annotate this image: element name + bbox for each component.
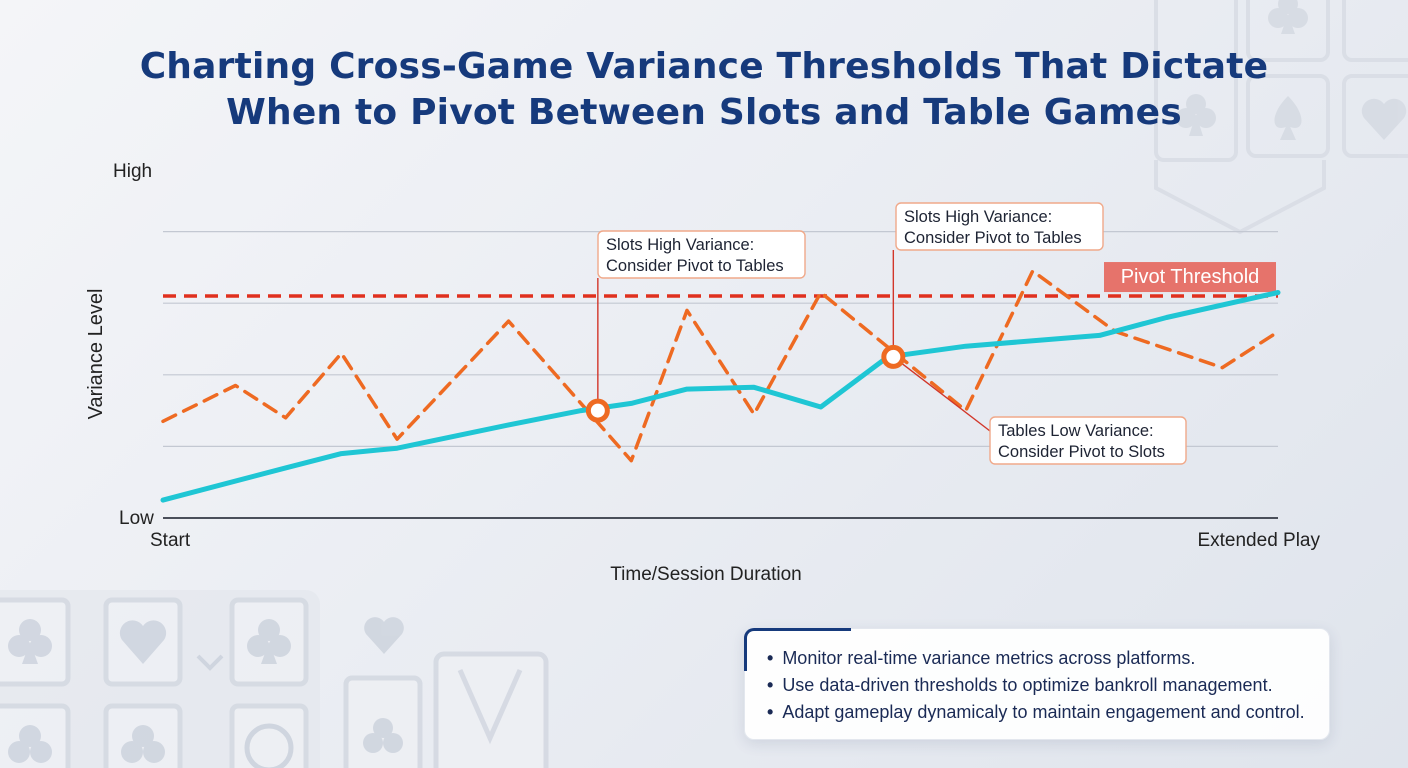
club-icon — [1268, 0, 1308, 34]
callout-text: Slots High Variance: — [904, 208, 1052, 226]
circle-icon — [244, 723, 294, 768]
spade-icon — [1274, 96, 1302, 140]
y-tick-label-high: High — [113, 161, 152, 182]
pivot-threshold-label-bg — [1104, 262, 1276, 293]
callout-box — [895, 202, 1104, 251]
card-decoration-top-right — [1154, 0, 1408, 235]
heart-icon — [119, 620, 167, 664]
callout-text: Consider Pivot to Slots — [998, 443, 1165, 461]
callout-text: Slots High Variance: — [606, 236, 754, 254]
marker-layer — [585, 344, 906, 423]
heart-icon — [1361, 98, 1407, 140]
takeaways-panel: Monitor real-time variance metrics acros… — [744, 628, 1330, 740]
takeaway-item: Monitor real-time variance metrics acros… — [767, 645, 1305, 672]
page-title: Charting Cross-Game Variance Thresholds … — [0, 44, 1408, 136]
callout-box — [597, 230, 806, 279]
callout-text: Tables Low Variance: — [998, 422, 1154, 440]
callout-text: Consider Pivot to Tables — [606, 257, 784, 275]
callout-leader-line — [892, 356, 991, 432]
title-line-2: When to Pivot Between Slots and Table Ga… — [226, 92, 1182, 133]
y-tick-label-low: Low — [119, 508, 154, 529]
heart-icon — [364, 617, 404, 654]
y-axis-label: Variance Level — [85, 289, 107, 420]
pivot-point-marker — [585, 398, 610, 423]
takeaway-item: Adapt gameplay dynamicaly to maintain en… — [767, 699, 1304, 726]
title-line-1: Charting Cross-Game Variance Thresholds … — [139, 46, 1269, 87]
callout-box — [989, 416, 1187, 465]
x-tick-label-end: Extended Play — [1197, 530, 1320, 551]
panel-accent — [744, 628, 851, 671]
series-layer — [160, 269, 1281, 503]
pivot-point-marker — [881, 344, 906, 369]
club-icon — [1176, 94, 1216, 136]
card-decoration-bottom-left — [0, 590, 549, 768]
takeaways-list: Monitor real-time variance metrics acros… — [767, 645, 1305, 726]
club-icon — [247, 619, 291, 664]
takeaway-item: Use data-driven thresholds to optimize b… — [767, 672, 1305, 699]
solid-series-line — [160, 290, 1281, 503]
club-icon — [121, 725, 165, 763]
chevron-icon — [196, 654, 224, 671]
club-icon — [8, 619, 52, 664]
pivot-threshold-label: Pivot Threshold — [1121, 266, 1260, 288]
x-axis-label: Time/Session Duration — [610, 564, 801, 585]
club-icon — [363, 718, 403, 753]
callout-layer: Slots High Variance: Consider Pivot to Ta… — [597, 202, 1187, 465]
threshold-layer: Pivot Threshold — [163, 262, 1278, 298]
x-tick-label-start: Start — [150, 530, 191, 551]
callout-text: Consider Pivot to Tables — [904, 229, 1082, 247]
club-icon — [8, 725, 52, 763]
